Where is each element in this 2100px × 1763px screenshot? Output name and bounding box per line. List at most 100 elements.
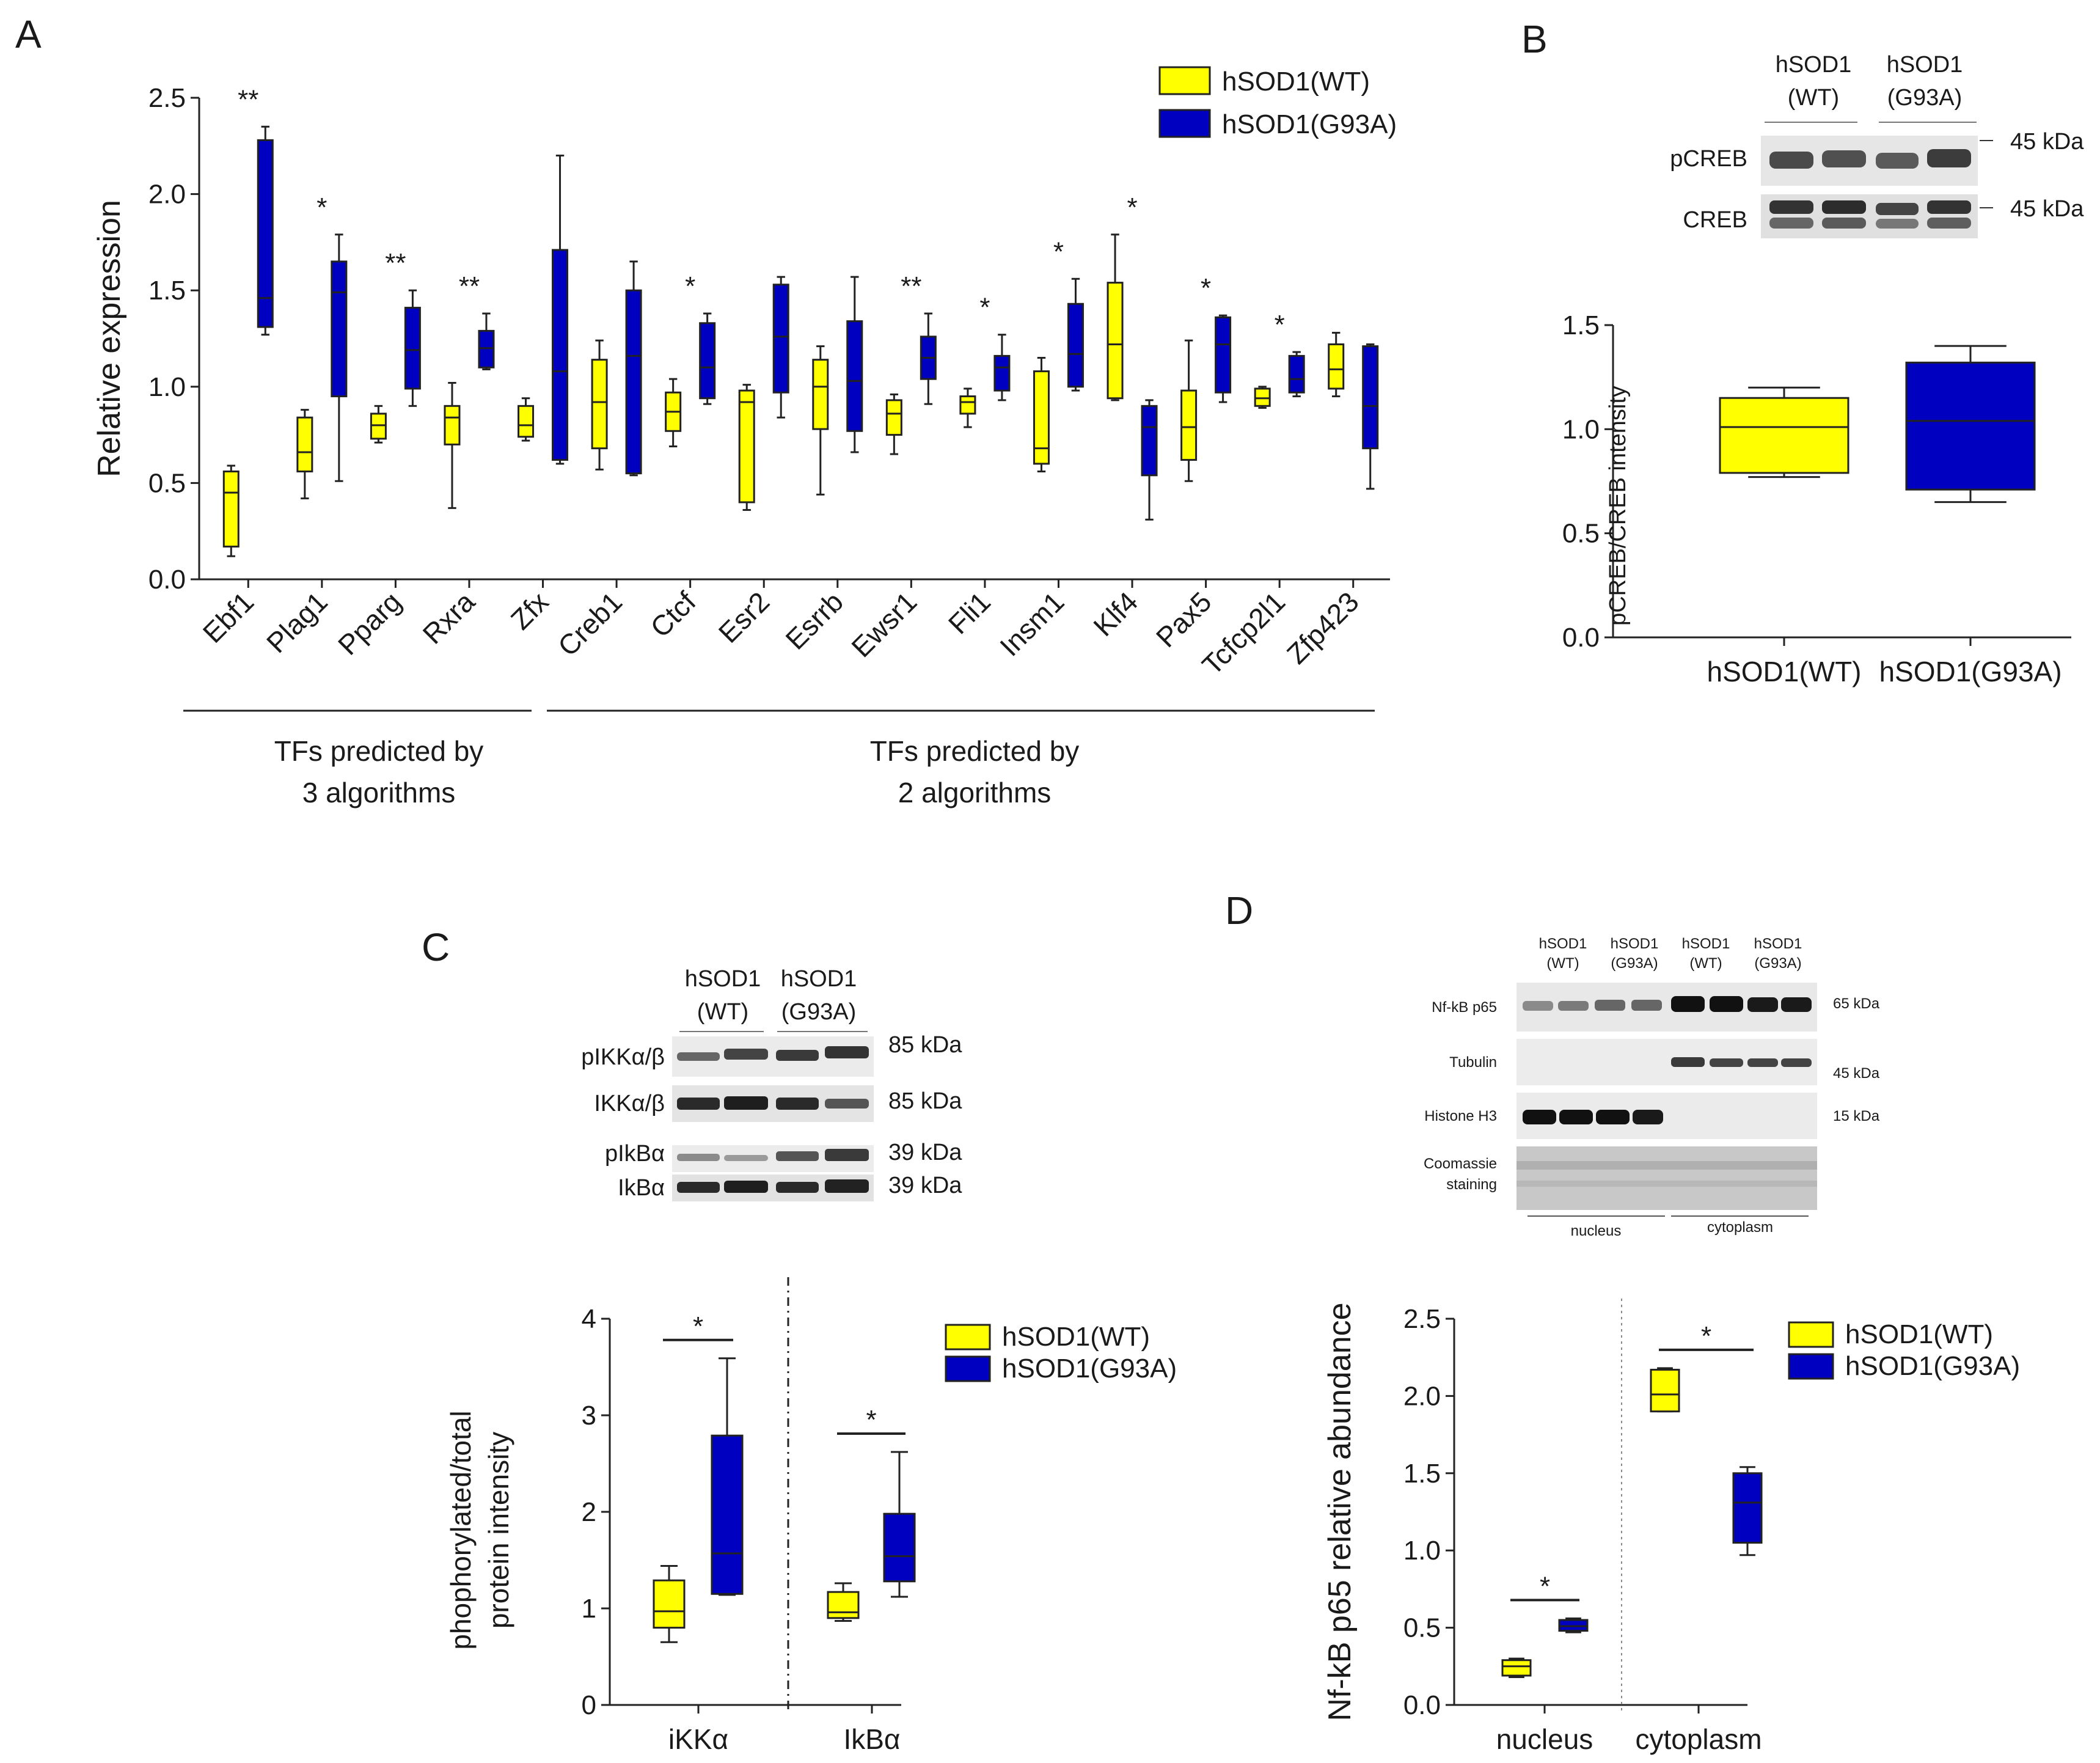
a-box-wt-box <box>518 405 535 438</box>
a-significance-mark: * <box>979 293 990 323</box>
a-box-g93a-box <box>1288 354 1305 394</box>
a-significance-mark: * <box>685 271 695 301</box>
blot-d-h2a: hSOD1 <box>1611 936 1659 952</box>
c-box-wt-box <box>653 1579 686 1629</box>
a-box-wt-box <box>1328 343 1345 390</box>
blot-c-marker-2: 85 kDa <box>888 1088 962 1114</box>
a-significance-mark: ** <box>901 271 921 301</box>
group-brackets-a: TFs predicted by 3 algorithms TFs predic… <box>183 709 1375 808</box>
a-box-g93a-box <box>1362 345 1379 450</box>
blot-c-row-ikba: IkBα <box>618 1175 665 1201</box>
a-category-label: Insm1 <box>993 585 1070 662</box>
group2-label-line2: 2 algorithms <box>898 777 1052 808</box>
legend-d-wt-label: hSOD1(WT) <box>1845 1319 1993 1349</box>
a-significance-mark: * <box>1127 192 1137 222</box>
blot-d-row-tubulin: Tubulin <box>1449 1054 1497 1071</box>
a-box-wt-box <box>959 395 976 415</box>
a-box-g93a-box <box>404 307 421 390</box>
b-category-label: hSOD1(G93A) <box>1879 656 2062 687</box>
a-category-label: Rxra <box>417 585 481 650</box>
c-y-axis-title-2: protein intensity <box>483 1432 514 1629</box>
blot-d-h3b: (WT) <box>1689 955 1722 972</box>
legend-c-wt-label: hSOD1(WT) <box>1002 1322 1150 1352</box>
blot-c-header-wt-1: hSOD1 <box>685 966 761 992</box>
c-ytick-label: 4 <box>582 1304 596 1334</box>
a-significance-mark: ** <box>385 248 406 278</box>
chart-a: 0.0 0.5 1.0 1.5 2.0 2.5 Relative expression Ebf… <box>92 83 1390 681</box>
a-category-label: Esr2 <box>712 585 776 649</box>
a-category-label: Pax5 <box>1150 585 1218 653</box>
b-category-label: hSOD1(WT) <box>1707 656 1862 687</box>
a-box-g93a-box <box>625 289 642 475</box>
a-box-g93a-box <box>1215 316 1232 394</box>
b-ytick-label: 1.0 <box>1562 414 1600 444</box>
legend-c: hSOD1(WT) hSOD1(G93A) <box>945 1322 1177 1384</box>
blot-c-row-ikk: IKKα/β <box>594 1091 665 1116</box>
a-category-label: Ewsr1 <box>845 585 923 663</box>
legend-g93a-swatch <box>1158 109 1211 138</box>
a-category-label: Fli1 <box>942 585 997 640</box>
c-y-axis-title-1: phophorylated/total <box>445 1410 477 1649</box>
a-ytick-label: 1.0 <box>148 372 186 402</box>
c-category-label: iKKα <box>668 1723 728 1755</box>
d-significance-mark: * <box>1701 1321 1711 1351</box>
d-box-wt-box <box>1501 1659 1532 1677</box>
a-box-g93a-box <box>1067 302 1084 388</box>
blot-d-h1b: (WT) <box>1546 955 1579 972</box>
c-category-label: IkBα <box>843 1723 900 1755</box>
blot-d-marker-3: 15 kDa <box>1833 1108 1880 1124</box>
c-ytick-label: 2 <box>582 1497 596 1527</box>
d-significance-mark: * <box>1540 1571 1550 1601</box>
b-box-g93a-box <box>1905 361 2036 491</box>
a-category-label: Creb1 <box>552 585 628 662</box>
a-ytick-label: 0.0 <box>148 565 186 595</box>
a-category-label: Plag1 <box>260 585 334 659</box>
a-box-wt-box <box>1033 370 1050 465</box>
c-ytick-label: 1 <box>582 1594 596 1624</box>
legend-d-g93a-label: hSOD1(G93A) <box>1845 1351 2020 1381</box>
a-significance-mark: ** <box>459 271 480 301</box>
blot-b-marker-2: 45 kDa <box>2010 196 2084 222</box>
blot-b-row-pcreb: pCREB <box>1670 146 1747 172</box>
b-y-axis-title: pCREB/CREB intensity <box>1605 386 1631 626</box>
panel-letter-d: D <box>1225 889 1253 933</box>
a-category-label: Klf4 <box>1087 585 1144 642</box>
a-box-g93a-box <box>552 249 569 461</box>
d-ytick-label: 1.5 <box>1403 1459 1441 1489</box>
legend-wt-swatch <box>1158 66 1211 95</box>
a-box-g93a-box <box>478 329 495 368</box>
blot-d-h3a: hSOD1 <box>1682 936 1730 952</box>
a-box-wt-box <box>1107 282 1124 400</box>
b-ytick-label: 0.0 <box>1562 623 1600 653</box>
a-box-wt-box <box>296 416 313 472</box>
d-category-label: nucleus <box>1496 1723 1593 1755</box>
a-box-g93a-box <box>257 139 274 328</box>
d-box-g93a-box <box>1732 1472 1763 1544</box>
d-ytick-label: 1.0 <box>1403 1536 1441 1566</box>
b-ytick-label: 0.5 <box>1562 519 1600 549</box>
a-ytick-label: 2.0 <box>148 180 186 210</box>
c-box-g93a-box <box>711 1434 744 1595</box>
blot-d-fraction-nucleus: nucleus <box>1571 1223 1622 1239</box>
blot-d-marker-1: 65 kDa <box>1833 995 1880 1012</box>
a-significance-mark: * <box>316 192 327 222</box>
legend-g93a-label: hSOD1(G93A) <box>1222 109 1397 139</box>
blot-d-h1a: hSOD1 <box>1539 936 1587 952</box>
blot-b-header-wt-1: hSOD1 <box>1776 52 1852 78</box>
blot-c-header-g93a-2: (G93A) <box>781 999 856 1025</box>
a-significance-mark: ** <box>238 84 258 114</box>
blot-c-row-pikba: pIkBα <box>605 1141 665 1167</box>
blot-c-row-pikk: pIKKα/β <box>581 1044 665 1070</box>
c-box-wt-box <box>827 1591 860 1619</box>
blot-d-fraction-cytoplasm: cytoplasm <box>1707 1219 1773 1236</box>
panel-letter-c: C <box>422 925 450 969</box>
a-ytick-label: 0.5 <box>148 468 186 498</box>
c-ytick-label: 0 <box>582 1690 596 1720</box>
blot-b-header-g93a-1: hSOD1 <box>1887 52 1963 78</box>
a-significance-mark: * <box>1275 310 1285 340</box>
blot-b: hSOD1 (WT) hSOD1 (G93A) pCREB CREB 45 kD… <box>1670 52 2084 238</box>
d-ytick-label: 0.0 <box>1403 1690 1441 1720</box>
a-box-wt-box <box>812 359 829 430</box>
b-ytick-label: 1.5 <box>1562 310 1600 340</box>
